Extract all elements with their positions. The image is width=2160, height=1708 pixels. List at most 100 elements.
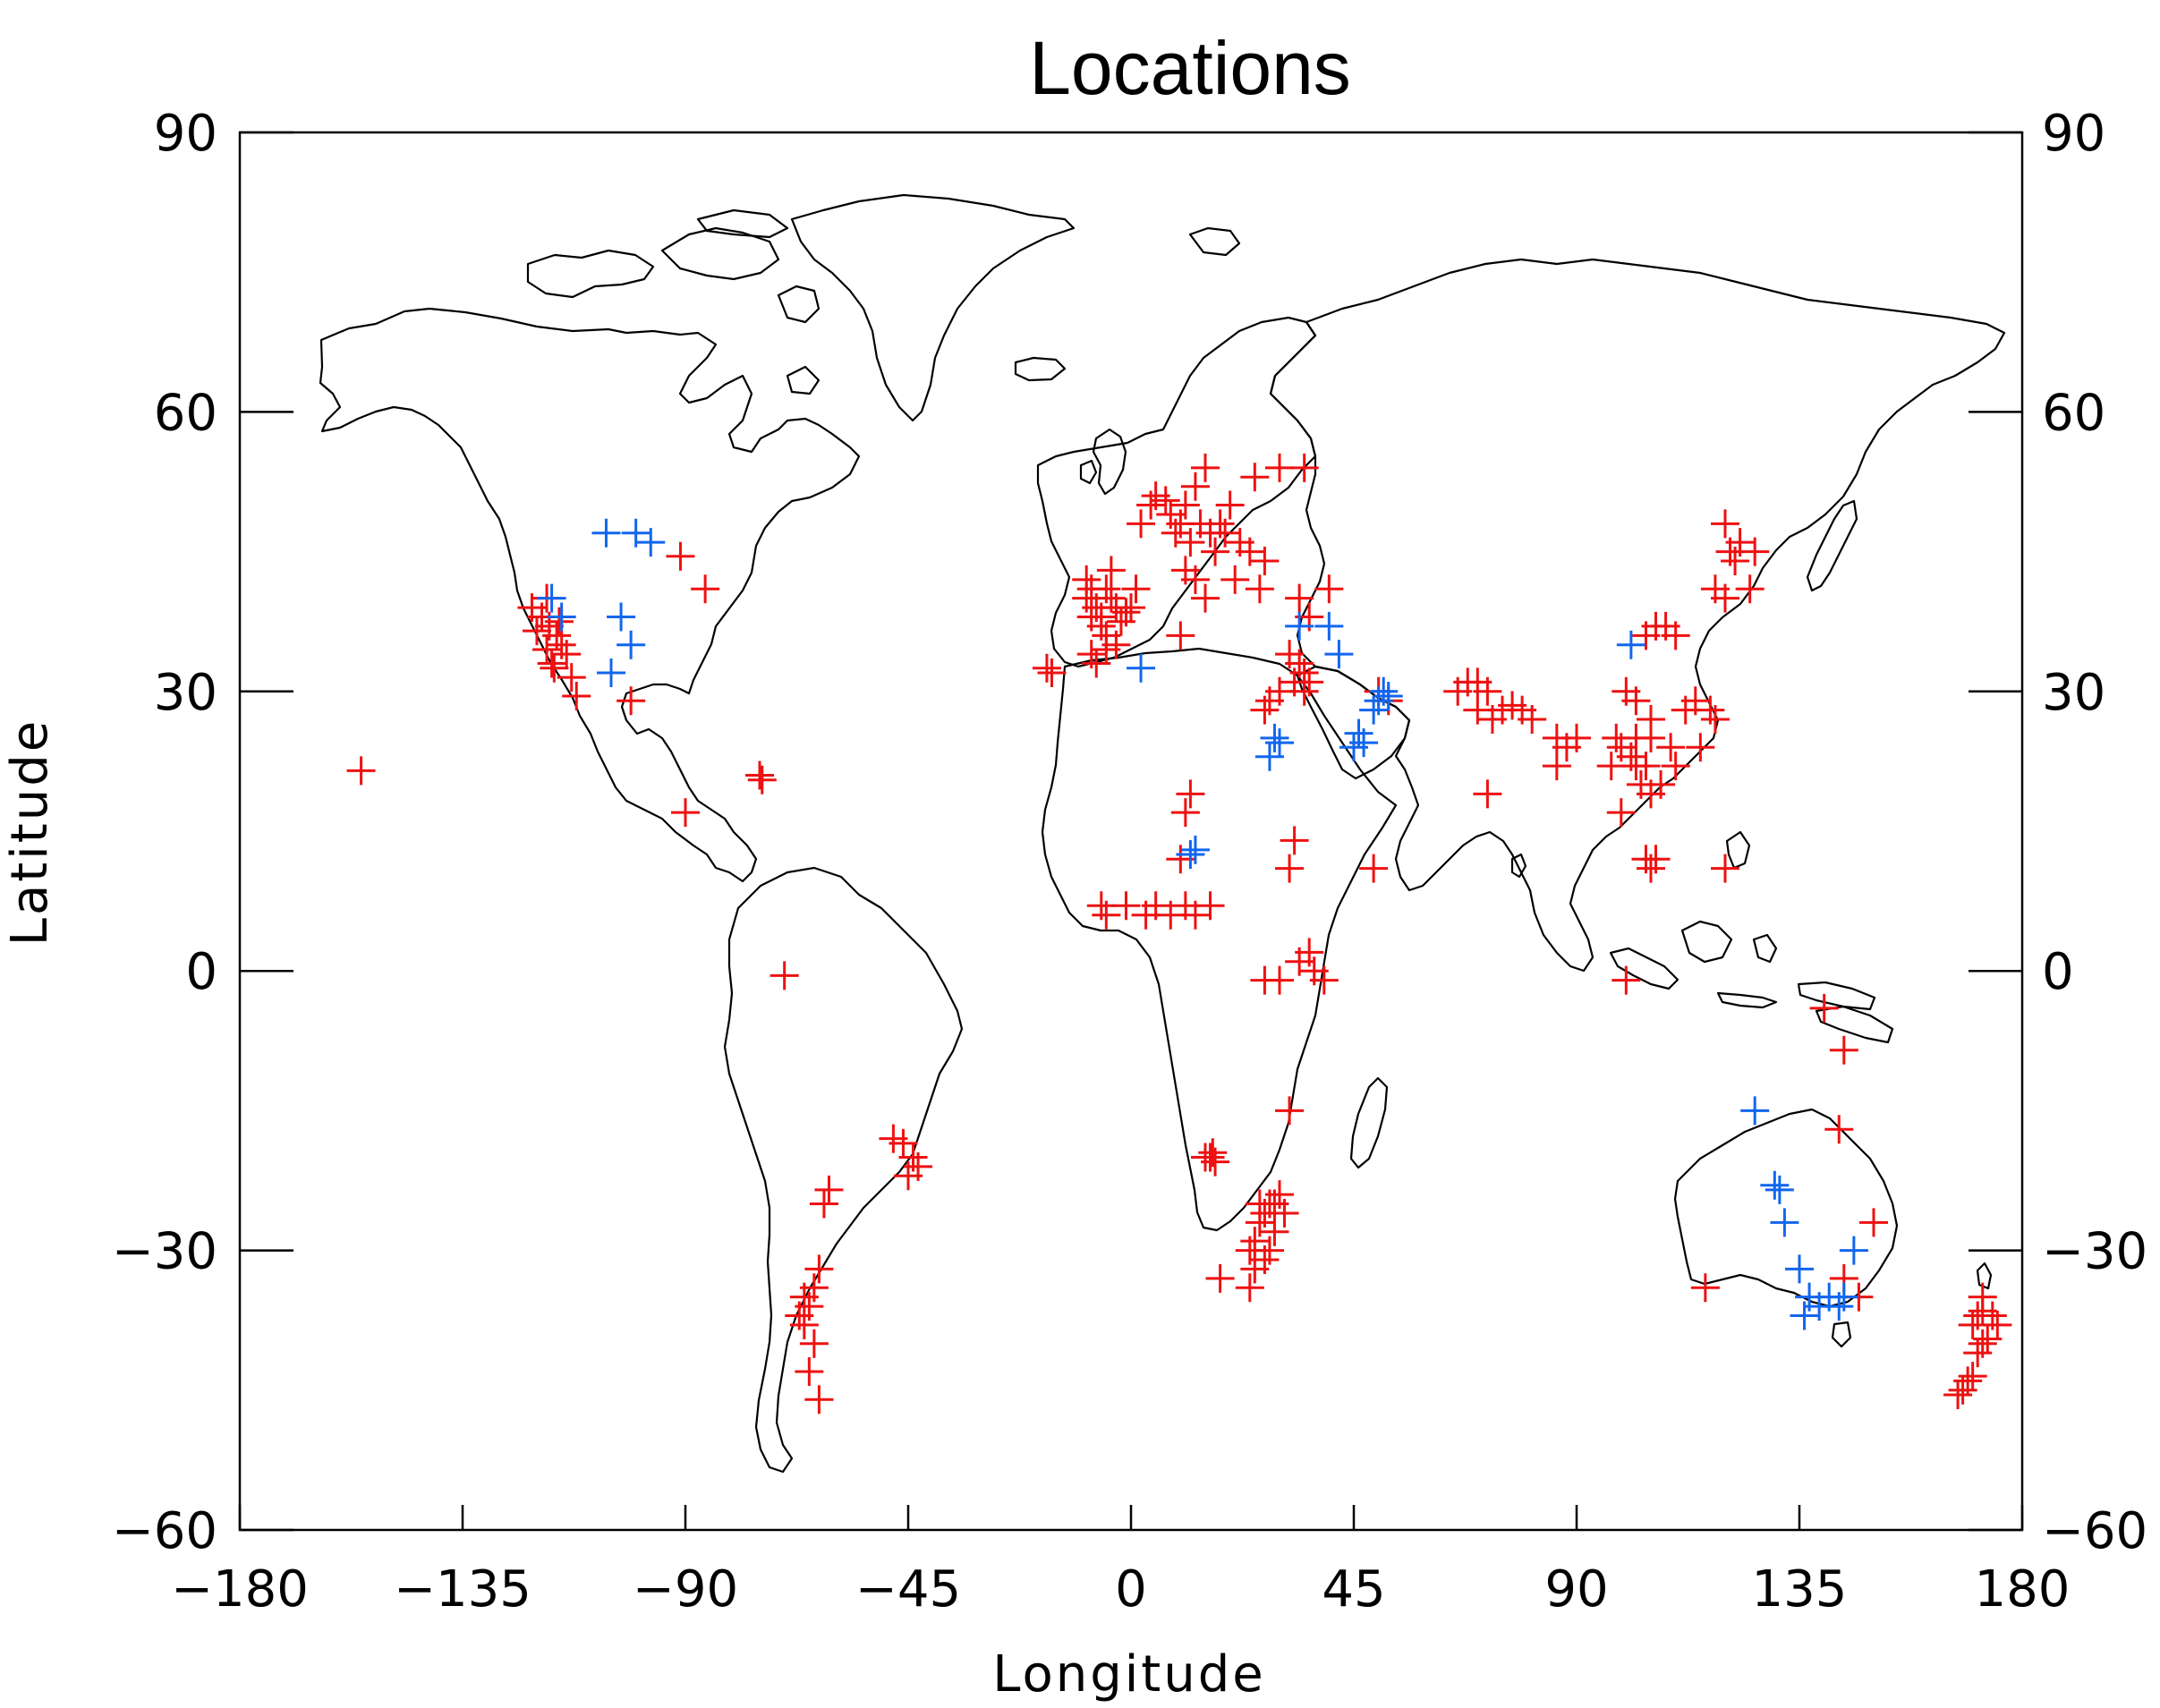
x-tick-label: −180	[171, 1560, 309, 1619]
location-marker	[1637, 779, 1665, 809]
axis-ticks	[238, 131, 2024, 1532]
location-marker	[1349, 728, 1379, 758]
location-marker	[537, 649, 566, 678]
location-marker	[1616, 630, 1646, 659]
location-marker	[1968, 1329, 1997, 1358]
y-tick-label-right: 60	[2042, 384, 2105, 442]
location-marker	[1463, 695, 1492, 725]
location-marker	[1176, 779, 1205, 809]
location-marker	[562, 682, 591, 711]
location-marker	[1180, 900, 1210, 930]
location-marker	[1101, 630, 1131, 659]
x-tick-labels: −180 −135 −90 −45 0 45 90 135 180	[171, 1560, 2070, 1619]
y-tick-label-right: −30	[2042, 1223, 2147, 1281]
location-marker	[745, 761, 774, 790]
location-marker	[1690, 1273, 1720, 1303]
location-marker	[1809, 993, 1839, 1023]
location-marker	[1958, 1362, 1987, 1391]
location-marker	[1180, 565, 1210, 594]
location-marker	[1240, 463, 1270, 492]
location-marker	[1790, 1301, 1819, 1330]
y-tick-label: −60	[112, 1502, 217, 1560]
location-marker	[1176, 840, 1205, 870]
location-marker	[1785, 1254, 1814, 1284]
location-marker	[523, 616, 551, 646]
location-marker	[1191, 1143, 1220, 1172]
location-marker	[1324, 640, 1354, 669]
location-marker	[1289, 453, 1319, 482]
location-marker	[1829, 1035, 1858, 1065]
y-tick-label: 0	[185, 943, 217, 1001]
location-marker	[1111, 598, 1141, 627]
location-marker	[621, 518, 651, 548]
x-tick-label: −135	[394, 1560, 531, 1619]
location-marker	[1191, 453, 1220, 482]
location-marker	[1829, 1282, 1858, 1312]
location-marker	[1369, 676, 1399, 706]
location-markers	[346, 453, 2012, 1415]
location-marker	[636, 528, 666, 557]
y-tick-label-right: 90	[2042, 105, 2105, 163]
x-tick-label: 135	[1752, 1560, 1848, 1619]
location-marker	[1220, 565, 1250, 594]
location-marker	[1235, 1273, 1264, 1303]
location-marker	[1309, 965, 1339, 995]
y-tick-label: −30	[112, 1223, 217, 1281]
location-marker	[809, 1189, 838, 1219]
y-tick-label-right: −60	[2042, 1502, 2147, 1560]
location-marker	[1111, 891, 1141, 921]
location-marker	[607, 602, 636, 632]
location-marker	[1859, 1208, 1888, 1237]
y-tick-label: 90	[154, 105, 217, 163]
location-marker	[1289, 676, 1319, 706]
location-marker	[1314, 611, 1344, 641]
location-marker	[1285, 947, 1314, 976]
location-marker	[1740, 1096, 1770, 1126]
location-marker	[1621, 723, 1651, 752]
location-marker	[1205, 1263, 1235, 1293]
location-marker	[1166, 621, 1195, 650]
location-marker	[1656, 733, 1686, 762]
location-marker	[1711, 854, 1739, 883]
x-tick-label: −90	[633, 1560, 738, 1619]
location-marker	[1711, 509, 1739, 539]
location-marker	[1260, 723, 1289, 752]
location-marker	[346, 756, 376, 786]
location-marker	[544, 607, 574, 636]
y-tick-label: 30	[154, 664, 217, 722]
location-marker	[691, 574, 720, 604]
location-marker	[1760, 1170, 1790, 1200]
location-marker	[1680, 686, 1710, 716]
location-marker	[1280, 826, 1309, 855]
location-marker	[1637, 705, 1665, 735]
location-marker	[1198, 1138, 1228, 1168]
chart-title: Locations	[1029, 26, 1351, 110]
x-tick-label: 45	[1322, 1560, 1385, 1619]
location-marker	[1518, 705, 1547, 735]
location-marker	[671, 798, 700, 828]
location-marker	[1314, 574, 1344, 604]
location-marker	[1215, 490, 1245, 520]
location-marker	[1195, 891, 1225, 921]
location-marker	[540, 653, 569, 683]
location-marker	[597, 658, 625, 687]
y-tick-label-right: 30	[2042, 664, 2105, 722]
location-marker	[1661, 621, 1690, 650]
location-marker	[1201, 537, 1230, 566]
location-marker	[552, 640, 582, 669]
location-marker	[795, 1356, 824, 1386]
y-axis-label: Latitude	[1, 718, 59, 946]
location-marker	[1542, 752, 1571, 781]
location-marker	[799, 1329, 829, 1358]
location-marker	[1076, 602, 1106, 632]
location-marker	[1121, 574, 1151, 604]
location-marker	[747, 765, 777, 795]
location-marker	[1275, 854, 1305, 883]
location-marker	[1611, 965, 1641, 995]
location-marker	[1032, 653, 1061, 683]
location-marker	[1265, 453, 1294, 482]
location-marker	[1117, 593, 1145, 623]
location-marker	[537, 583, 566, 613]
location-marker	[1260, 1189, 1289, 1219]
